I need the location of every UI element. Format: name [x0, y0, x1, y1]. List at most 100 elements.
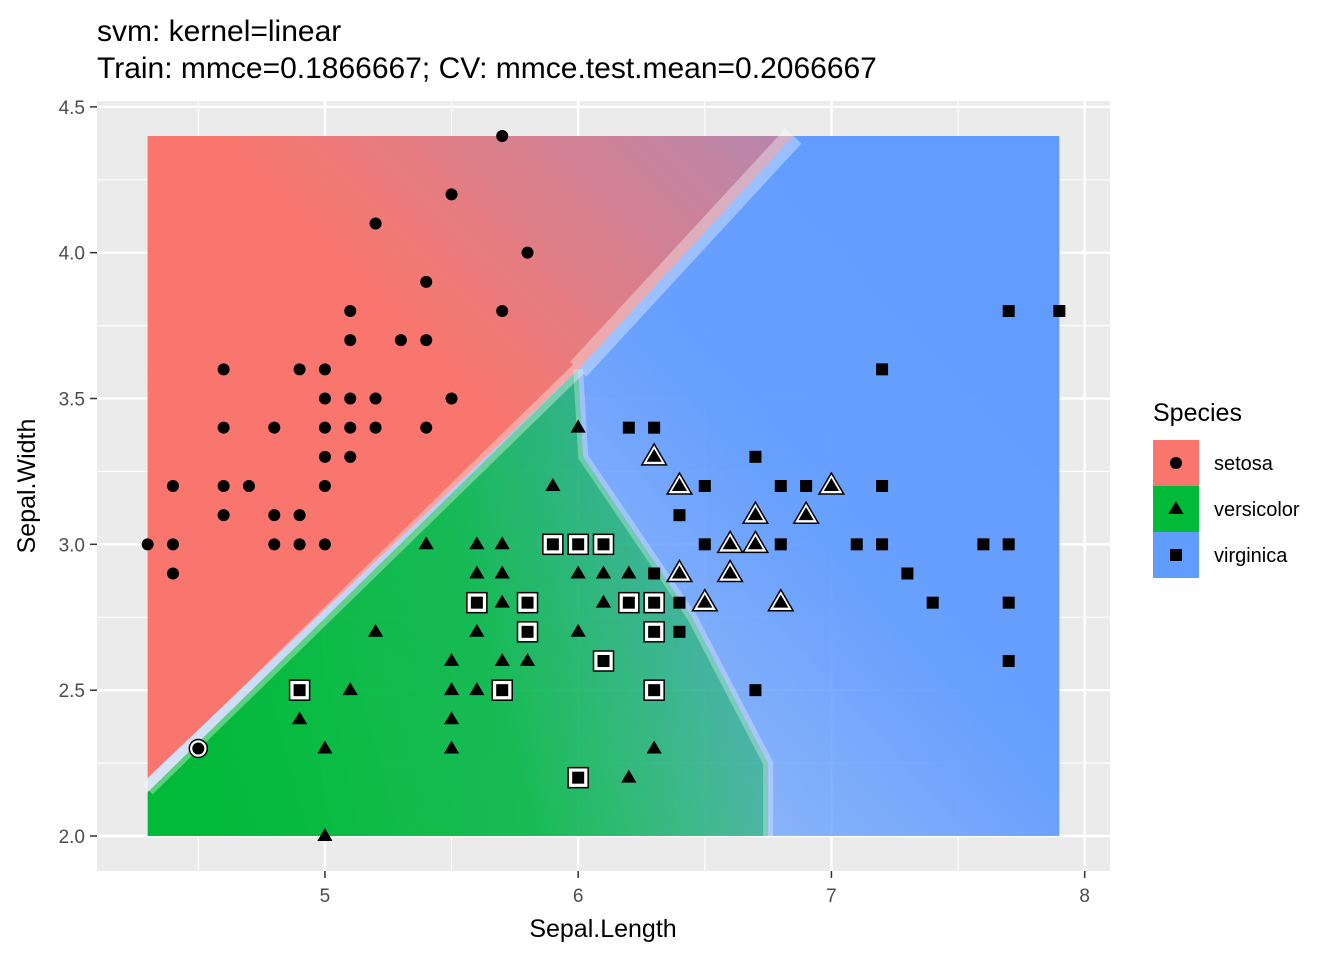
point-setosa [217, 509, 230, 522]
point-virginica [1002, 655, 1015, 667]
point-versicolor [469, 682, 485, 696]
point-virginica [1002, 596, 1015, 609]
point-versicolor [671, 565, 688, 579]
legend: Species setosa versicolor virginica [1153, 399, 1300, 578]
point-versicolor [494, 565, 510, 579]
point-virginica [749, 450, 762, 463]
legend-symbol-virginica [1170, 549, 1182, 561]
point-setosa [166, 480, 179, 492]
decision-region [142, 128, 1060, 836]
point-versicolor [595, 565, 612, 579]
y-tick-label: 3.0 [59, 535, 85, 556]
point-versicolor [697, 594, 713, 608]
point-setosa [166, 567, 179, 580]
point-versicolor [443, 711, 460, 725]
x-axis-title: Sepal.Length [529, 915, 676, 943]
legend-symbol-setosa [1170, 457, 1182, 469]
point-setosa [318, 421, 331, 434]
point-setosa [496, 130, 509, 142]
legend-label-versicolor: versicolor [1214, 499, 1300, 521]
point-virginica [774, 480, 787, 492]
point-versicolor [443, 653, 460, 666]
point-versicolor [621, 565, 637, 579]
axes: 5 6 7 8 2.0 2.5 3.0 3.5 4.0 4.5 [59, 98, 1090, 907]
point-setosa [344, 421, 357, 434]
point-setosa [268, 538, 281, 551]
x-tick-label: 5 [320, 886, 331, 907]
point-virginica [876, 480, 889, 492]
point-virginica [648, 421, 661, 434]
point-setosa [344, 450, 357, 463]
point-setosa [217, 480, 230, 492]
point-virginica [876, 538, 889, 551]
point-setosa [293, 509, 306, 522]
point-versicolor [367, 623, 384, 637]
point-virginica [521, 596, 534, 609]
point-setosa [268, 509, 281, 522]
point-virginica [546, 538, 559, 551]
point-versicolor [418, 536, 434, 550]
point-virginica [648, 625, 661, 638]
point-versicolor [722, 536, 738, 550]
point-setosa [420, 334, 433, 347]
y-tick-label: 4.5 [59, 98, 85, 119]
y-tick-label: 2.0 [59, 827, 85, 848]
point-versicolor [621, 769, 637, 783]
point-versicolor [469, 623, 485, 637]
point-setosa [369, 421, 382, 434]
point-setosa [192, 742, 205, 755]
point-virginica [926, 596, 939, 609]
point-virginica [774, 538, 787, 551]
point-setosa [268, 421, 281, 434]
point-virginica [901, 567, 914, 580]
point-virginica [521, 625, 534, 638]
point-setosa [166, 538, 179, 551]
chart-subtitle: Train: mmce=0.1866667; CV: mmce.test.mea… [97, 52, 877, 85]
point-virginica [876, 363, 889, 376]
point-versicolor [646, 740, 662, 754]
point-versicolor [469, 536, 485, 550]
legend-title: Species [1153, 399, 1242, 427]
chart-title: svm: kernel=linear [97, 15, 341, 48]
point-setosa [369, 217, 382, 230]
point-versicolor [570, 623, 586, 637]
point-versicolor [545, 478, 561, 491]
x-tick-label: 6 [573, 886, 584, 907]
point-virginica [470, 596, 483, 609]
point-virginica [698, 480, 711, 492]
legend-label-virginica: virginica [1214, 545, 1288, 567]
point-virginica [496, 684, 509, 697]
point-virginica [850, 538, 863, 551]
point-versicolor [342, 682, 358, 696]
point-setosa [445, 188, 458, 201]
point-versicolor [773, 594, 789, 608]
point-virginica [572, 771, 585, 784]
point-setosa [344, 392, 357, 405]
point-virginica [648, 596, 661, 609]
point-virginica [698, 538, 711, 551]
point-virginica [622, 421, 635, 434]
point-setosa [141, 538, 154, 551]
point-setosa [318, 480, 331, 492]
point-setosa [344, 334, 357, 347]
point-virginica [597, 538, 610, 551]
boundary-setosa-virginica [570, 128, 802, 377]
point-versicolor [671, 478, 688, 491]
point-versicolor [469, 565, 485, 579]
y-tick-label: 2.5 [59, 681, 85, 702]
point-setosa [318, 392, 331, 405]
point-versicolor [494, 594, 510, 608]
legend-label-setosa: setosa [1214, 453, 1274, 475]
point-versicolor [317, 828, 333, 841]
point-versicolor [747, 507, 764, 521]
data-points [141, 130, 1066, 841]
point-virginica [800, 480, 813, 492]
point-versicolor [443, 682, 460, 696]
point-virginica [648, 684, 661, 697]
point-virginica [977, 538, 990, 551]
point-setosa [293, 363, 306, 376]
point-versicolor [519, 653, 536, 666]
y-tick-label: 4.0 [59, 244, 85, 265]
point-setosa [420, 421, 433, 434]
